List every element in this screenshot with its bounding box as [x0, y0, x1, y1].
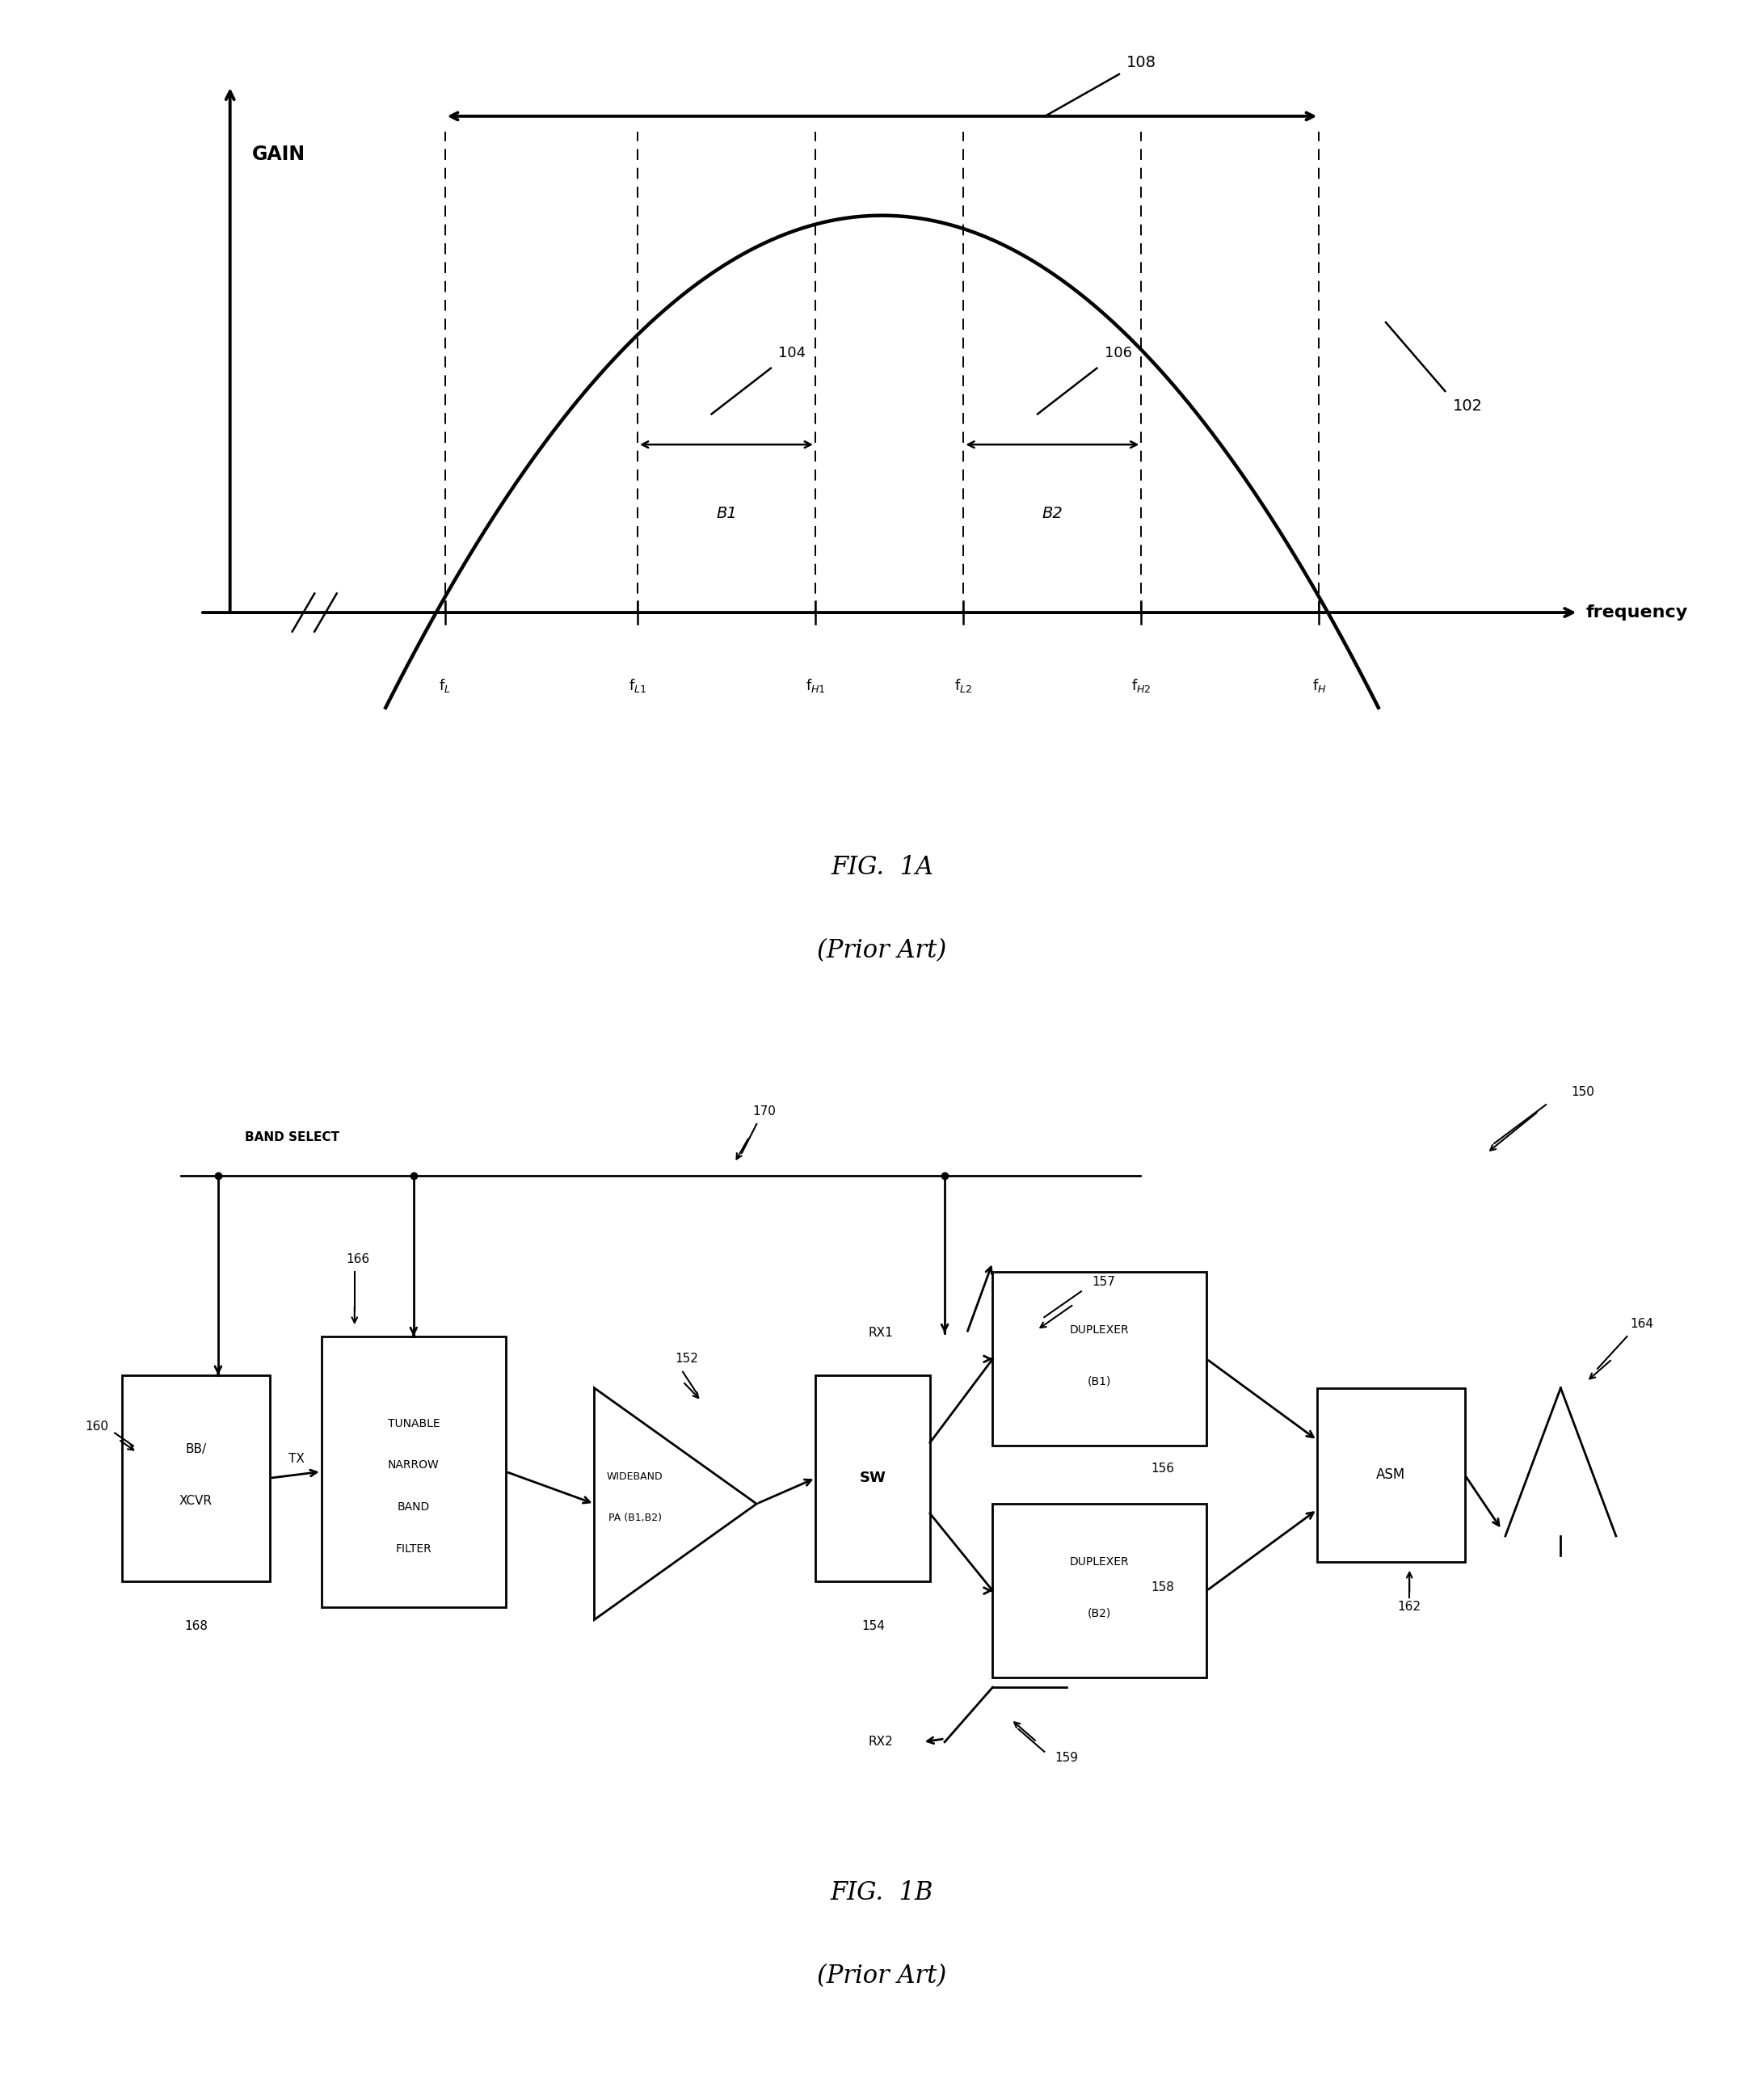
Text: FIG.  1A: FIG. 1A	[831, 856, 933, 881]
Text: SW: SW	[859, 1471, 886, 1485]
Text: (Prior Art): (Prior Art)	[817, 939, 947, 962]
Text: 154: 154	[861, 1619, 886, 1632]
Text: ASM: ASM	[1376, 1469, 1406, 1481]
Text: f$_{H2}$: f$_{H2}$	[1131, 678, 1152, 695]
Text: FILTER: FILTER	[395, 1544, 432, 1554]
Text: WIDEBAND: WIDEBAND	[607, 1471, 663, 1481]
Text: DUPLEXER: DUPLEXER	[1071, 1324, 1129, 1335]
Text: TUNABLE: TUNABLE	[388, 1418, 439, 1429]
Text: 150: 150	[1572, 1086, 1595, 1098]
Text: 168: 168	[183, 1619, 208, 1632]
Text: 170: 170	[751, 1105, 776, 1117]
Text: XCVR: XCVR	[180, 1494, 212, 1506]
Text: f$_{L1}$: f$_{L1}$	[628, 678, 647, 695]
Polygon shape	[594, 1387, 757, 1619]
Text: (B1): (B1)	[1088, 1377, 1111, 1387]
Bar	[993, 1504, 1207, 1678]
Text: (Prior Art): (Prior Art)	[817, 1964, 947, 1987]
Text: 157: 157	[1092, 1276, 1115, 1289]
Text: 159: 159	[1055, 1751, 1078, 1764]
Bar	[1318, 1387, 1464, 1563]
Bar	[815, 1374, 930, 1582]
Text: BB/: BB/	[185, 1443, 206, 1456]
Text: BAND SELECT: BAND SELECT	[245, 1132, 339, 1142]
Text: NARROW: NARROW	[388, 1460, 439, 1471]
Text: FIG.  1B: FIG. 1B	[831, 1881, 933, 1906]
Text: 104: 104	[778, 345, 806, 360]
Text: frequency: frequency	[1586, 605, 1688, 621]
Text: B2: B2	[1043, 506, 1062, 521]
Text: 108: 108	[1127, 54, 1157, 71]
Text: 158: 158	[1150, 1582, 1175, 1594]
Text: PA (B1,B2): PA (B1,B2)	[609, 1513, 662, 1523]
Text: f$_H$: f$_H$	[1312, 678, 1327, 695]
Text: f$_{H1}$: f$_{H1}$	[806, 678, 826, 695]
Text: 106: 106	[1104, 345, 1132, 360]
Bar	[321, 1337, 506, 1607]
Text: (B2): (B2)	[1088, 1607, 1111, 1619]
Text: BAND: BAND	[397, 1502, 430, 1513]
Bar	[993, 1272, 1207, 1446]
Text: 160: 160	[85, 1420, 109, 1433]
Text: f$_{L2}$: f$_{L2}$	[954, 678, 972, 695]
Text: 164: 164	[1630, 1318, 1653, 1331]
Text: B1: B1	[716, 506, 737, 521]
Text: RX1: RX1	[868, 1326, 893, 1339]
Text: RX2: RX2	[868, 1736, 893, 1749]
Text: 166: 166	[346, 1253, 370, 1266]
Text: f$_L$: f$_L$	[439, 678, 452, 695]
Text: TX: TX	[288, 1452, 303, 1464]
Text: 162: 162	[1397, 1600, 1422, 1613]
Text: GAIN: GAIN	[252, 144, 305, 163]
Text: 102: 102	[1452, 400, 1482, 414]
Text: 156: 156	[1150, 1462, 1175, 1475]
Text: DUPLEXER: DUPLEXER	[1071, 1556, 1129, 1567]
Bar	[122, 1374, 270, 1582]
Text: 152: 152	[676, 1354, 699, 1366]
